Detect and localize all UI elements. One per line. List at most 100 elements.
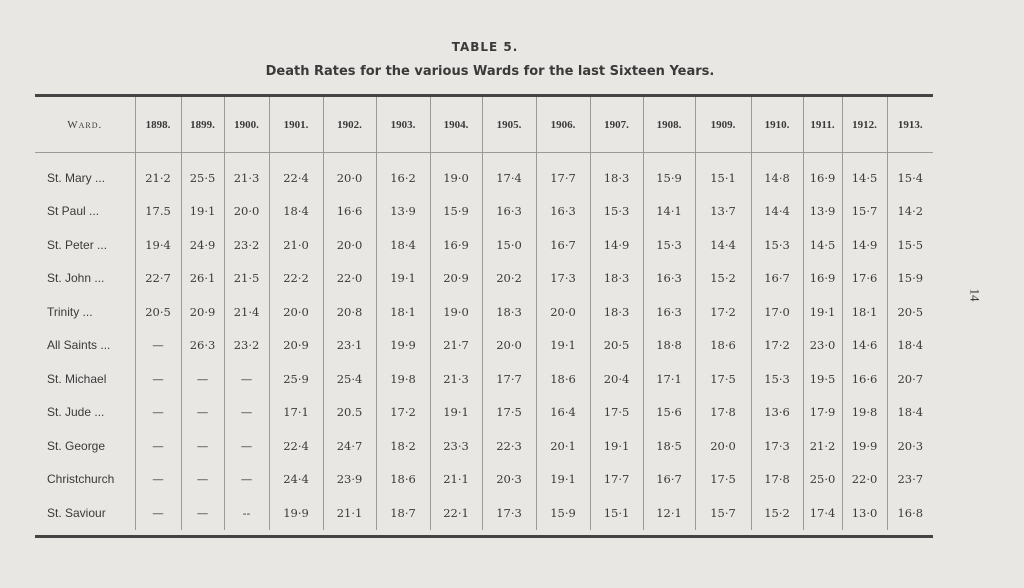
rate-cell: 13·9 [375,194,430,228]
rate-cell: 17·3 [535,261,590,295]
rate-cell: 18·1 [375,295,430,329]
rate-cell: 14·4 [750,194,803,228]
rate-cell: 16·3 [535,194,590,228]
rate-cell: 13·6 [750,395,803,429]
column-header-year: 1909. [694,97,751,153]
rate-cell: 17·5 [694,362,751,396]
rate-cell: 13·9 [802,194,842,228]
table-row: Trinity ... 20·5 20·9 21·4 20·0 20·8 18·1 19·0 1… [35,295,933,329]
rate-cell: 24·4 [268,462,323,496]
table-body: St. Mary ... 21·2 25·5 21·3 22·4 20·0 16·2 19·0… [35,152,933,530]
rate-cell: 22·2 [268,261,323,295]
rate-cell: 18·6 [694,328,751,362]
rate-cell: 20·9 [429,261,482,295]
rate-cell: — [180,395,224,429]
rate-cell: 21·1 [322,496,376,530]
table-row: St. Peter ... 19·4 24·9 23·2 21·0 20·0 18·4 16·… [35,228,933,262]
rate-cell: 17·8 [694,395,751,429]
rate-cell: 16·6 [322,194,376,228]
rate-cell: 17·2 [750,328,803,362]
rate-cell: 18·1 [841,295,887,329]
rate-cell: 18·2 [375,429,430,463]
rate-cell: 19·1 [535,462,590,496]
rate-cell: — [134,462,181,496]
rate-cell: 15·0 [481,228,536,262]
ward-name-cell: St. John ... [47,271,105,286]
rate-cell: 20·0 [322,228,376,262]
rate-cell: 20·9 [268,328,323,362]
bottom-rule [35,535,933,538]
table-row: St. Mary ... 21·2 25·5 21·3 22·4 20·0 16·2 19·0… [35,152,933,195]
column-header-year: 1913. [886,97,933,153]
ward-name-cell: All Saints ... [47,338,111,353]
rate-cell: 20·3 [481,462,536,496]
rate-cell: 15·9 [429,194,482,228]
rate-cell: 19·9 [841,429,887,463]
rate-cell: 19·1 [375,261,430,295]
rate-cell: 23·0 [802,328,842,362]
rate-cell: 17·2 [694,295,751,329]
ward-name-cell: St. Michael [47,371,107,386]
rate-cell: 19·0 [429,152,482,195]
rate-cell: 18·3 [589,261,643,295]
rate-cell: 17·3 [481,496,536,530]
rate-cell: 26·1 [180,261,224,295]
rate-cell: 14·9 [589,228,643,262]
column-header-year: 1905. [481,97,536,153]
rate-cell: 18·4 [886,328,933,362]
table-row: St. Michael — — —25·9 25·4 19·8 21·3 17·7 18·6 20… [35,362,933,396]
column-header-year: 1899. [180,97,224,153]
rate-cell: 23·9 [322,462,376,496]
column-header-year: 1904. [429,97,482,153]
rate-cell: — [180,362,224,396]
rate-cell: 17·7 [481,362,536,396]
rate-cell: 15·9 [535,496,590,530]
rate-cell: 19·0 [429,295,482,329]
rate-cell: 20·1 [535,429,590,463]
rate-cell: 12·1 [642,496,695,530]
rate-cell: 16·2 [375,152,430,195]
table-row: St. Jude ... — — —17·1 20.5 17·2 19·1 17·5 16·4 1… [35,395,933,429]
rate-cell: 17·3 [750,429,803,463]
rate-cell: 20·9 [180,295,224,329]
rate-cell: 18·6 [375,462,430,496]
table-row: St. Saviour — — -- 19·9 21·1 18·7 22·1 17·3 15·9 1… [35,496,933,530]
page-number: 14 [967,288,983,302]
rate-cell: 15·3 [750,362,803,396]
rate-cell: 24·7 [322,429,376,463]
rate-cell: 19·5 [802,362,842,396]
rate-cell: 17·7 [535,152,590,195]
rate-cell: 20·4 [589,362,643,396]
rate-cell: 17·5 [589,395,643,429]
rate-cell: 18·4 [375,228,430,262]
rate-cell: 14·5 [841,152,887,195]
rate-cell: — [180,429,224,463]
rate-cell: 18·4 [268,194,323,228]
rate-cell: — [223,395,269,429]
rate-cell: 20·5 [134,295,181,329]
rate-cell: 16·3 [642,261,695,295]
rate-cell: 18·5 [642,429,695,463]
rate-cell: 15·4 [886,152,933,195]
table-row: St. John ... 22·7 26·1 21·5 22·2 22·0 19·1 20·9… [35,261,933,295]
rate-cell: 20·0 [223,194,269,228]
rate-cell: 16·3 [481,194,536,228]
rate-cell: 17·9 [802,395,842,429]
rate-cell: — [134,328,181,362]
rate-cell: 19·1 [802,295,842,329]
rate-cell: 15·1 [589,496,643,530]
rate-cell: 23·2 [223,328,269,362]
table-row: St Paul ... 17.5 19·1 20·0 18·4 16·6 13·9 15·9 1… [35,194,933,228]
rate-cell: 16·7 [642,462,695,496]
rate-cell: 25·4 [322,362,376,396]
rate-cell: 17·4 [481,152,536,195]
rate-cell: 21·5 [223,261,269,295]
rate-cell: 26·3 [180,328,224,362]
rate-cell: 16·3 [642,295,695,329]
column-header-year: 1907. [589,97,643,153]
rate-cell: 17·8 [750,462,803,496]
rate-cell: 25·9 [268,362,323,396]
column-header-year: 1908. [642,97,695,153]
rate-cell: 22·7 [134,261,181,295]
rate-cell: 14·9 [841,228,887,262]
